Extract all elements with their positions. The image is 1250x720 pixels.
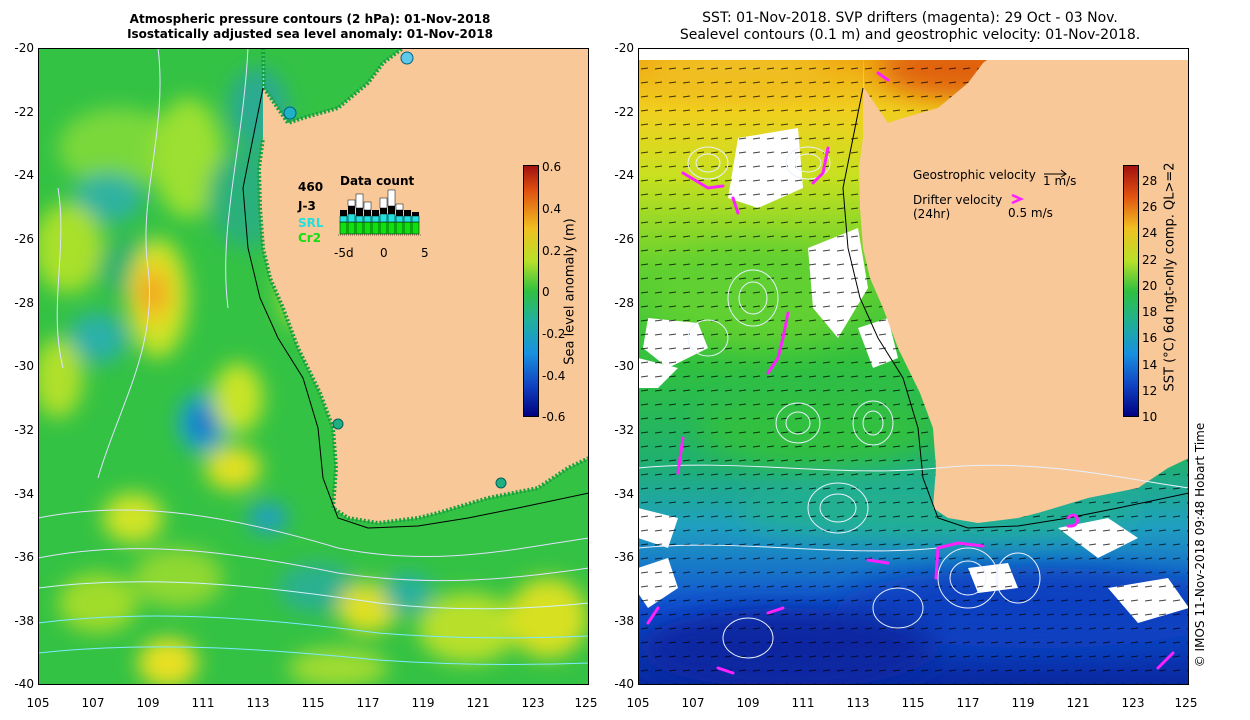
sst-tick-18: 18 <box>1142 305 1158 319</box>
lon-tick: 105 <box>626 696 650 710</box>
lat-tick: -26 <box>614 232 634 246</box>
sst-tick-12: 12 <box>1142 384 1158 398</box>
sst-colorbar-label: SST (°C) 6d ngt-only comp. QL>=2 <box>1162 162 1178 392</box>
sst-tick-22: 22 <box>1142 253 1158 267</box>
sla-tick-1: 0.4 <box>542 202 562 216</box>
sla-tick-6: -0.6 <box>542 410 566 424</box>
lon-tick: 117 <box>356 696 380 710</box>
lon-tick: 117 <box>956 696 980 710</box>
lon-tick: 125 <box>574 696 598 710</box>
hist-tick-0: 0 <box>380 246 388 260</box>
legend-srl: SRL <box>298 216 324 230</box>
lat-tick: -40 <box>14 677 34 691</box>
lat-tick: -20 <box>14 41 34 55</box>
sst-tick-16: 16 <box>1142 331 1158 345</box>
sea-level-anomaly-map <box>38 48 589 685</box>
right-title-line2: Sealevel contours (0.1 m) and geostrophi… <box>679 27 1141 43</box>
drifter-scale: 0.5 m/s <box>1008 206 1053 220</box>
data-count-title: Data count <box>340 174 415 188</box>
lon-tick: 107 <box>681 696 705 710</box>
lon-tick: 123 <box>1121 696 1145 710</box>
geostrophic-scale: 1 m/s <box>1043 174 1077 188</box>
lat-tick: -36 <box>614 550 634 564</box>
sla-tick-3: 0 <box>542 285 550 299</box>
left-title-line2: Isostatically adjusted sea level anomaly… <box>127 27 493 41</box>
sst-map <box>638 48 1189 685</box>
lat-tick: -28 <box>14 296 34 310</box>
data-count-total: 460 <box>298 180 324 194</box>
lat-tick: -38 <box>614 614 634 628</box>
sst-tick-14: 14 <box>1142 358 1158 372</box>
sla-tick-4: -0.2 <box>542 327 566 341</box>
right-title-line1: SST: 01-Nov-2018. SVP drifters (magenta)… <box>702 10 1118 26</box>
lon-tick: 121 <box>466 696 490 710</box>
left-map-title: Atmospheric pressure contours (2 hPa): 0… <box>30 12 590 42</box>
lon-tick: 109 <box>736 696 760 710</box>
lon-tick: 107 <box>81 696 105 710</box>
sst-tick-26: 26 <box>1142 200 1158 214</box>
drifter-velocity-sub: (24hr) <box>913 207 951 221</box>
sla-colorbar <box>523 165 539 417</box>
lon-tick: 109 <box>136 696 160 710</box>
sst-colorbar <box>1123 165 1139 417</box>
lon-tick: 111 <box>791 696 815 710</box>
lat-tick: -24 <box>14 168 34 182</box>
lat-tick: -24 <box>614 168 634 182</box>
lon-tick: 121 <box>1066 696 1090 710</box>
lon-tick: 111 <box>191 696 215 710</box>
data-count-inset: 460 Data count J-3 SRL Cr2 <box>298 172 438 267</box>
lon-tick: 113 <box>846 696 870 710</box>
lon-tick: 113 <box>246 696 270 710</box>
legend-cr2: Cr2 <box>298 231 322 245</box>
histogram-bars <box>339 189 420 235</box>
lon-tick: 123 <box>521 696 545 710</box>
legend-j3: J-3 <box>298 199 316 213</box>
geostrophic-arrow-icon <box>1044 169 1067 178</box>
lat-tick: -38 <box>14 614 34 628</box>
lat-tick: -28 <box>614 296 634 310</box>
sla-tick-2: 0.2 <box>542 244 562 258</box>
geostrophic-velocity-label: Geostrophic velocity <box>913 168 1036 182</box>
lat-tick: -32 <box>614 423 634 437</box>
lon-tick: 105 <box>26 696 50 710</box>
sst-tick-28: 28 <box>1142 174 1158 188</box>
left-title-line1: Atmospheric pressure contours (2 hPa): 0… <box>129 12 491 26</box>
lat-tick: -20 <box>614 41 634 55</box>
data-count-histogram <box>338 189 422 236</box>
sst-tick-24: 24 <box>1142 226 1158 240</box>
lon-tick: 115 <box>301 696 325 710</box>
lat-tick: -22 <box>614 105 634 119</box>
lon-tick: 119 <box>1011 696 1035 710</box>
lat-tick: -40 <box>614 677 634 691</box>
lat-tick: -26 <box>14 232 34 246</box>
lat-tick: -32 <box>14 423 34 437</box>
sla-tick-0: 0.6 <box>542 160 562 174</box>
hist-tick-5: 5 <box>421 246 429 260</box>
lon-tick: 115 <box>901 696 925 710</box>
lon-tick: 119 <box>411 696 435 710</box>
lat-tick: -22 <box>14 105 34 119</box>
lat-tick: -34 <box>614 487 634 501</box>
lat-tick: -34 <box>14 487 34 501</box>
lat-tick: -30 <box>614 359 634 373</box>
sst-tick-20: 20 <box>1142 279 1158 293</box>
drifter-arrow-icon <box>1011 193 1024 205</box>
lon-tick: 125 <box>1174 696 1198 710</box>
imos-credit: © IMOS 11-Nov-2018 09:48 Hobart Time <box>1193 422 1207 668</box>
sst-tick-10: 10 <box>1142 410 1158 424</box>
drifter-velocity-label: Drifter velocity <box>913 193 1003 207</box>
hist-tick-minus5: -5d <box>334 246 354 260</box>
right-map-title: SST: 01-Nov-2018. SVP drifters (magenta)… <box>630 10 1190 44</box>
sla-tick-5: -0.4 <box>542 369 566 383</box>
sla-colorbar-label: Sea level anomaly (m) <box>562 218 578 365</box>
lat-tick: -36 <box>14 550 34 564</box>
lat-tick: -30 <box>14 359 34 373</box>
